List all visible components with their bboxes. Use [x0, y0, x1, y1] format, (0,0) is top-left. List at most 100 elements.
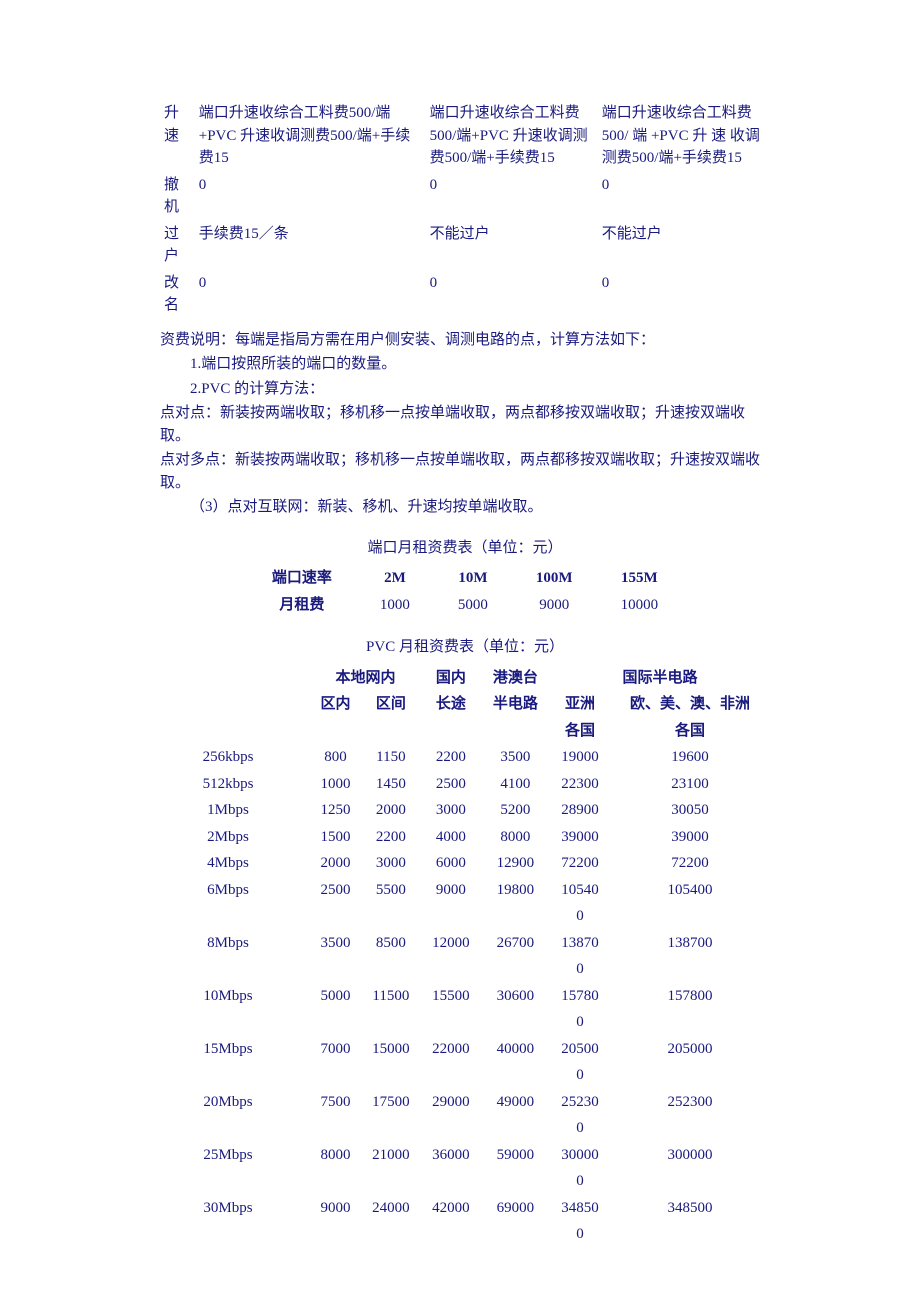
pvc-cell-asia-wrap: 0: [550, 1009, 610, 1036]
pvc-cell: 7000: [310, 1036, 361, 1063]
table-row: 10Mbps500011500155003060015780157800: [160, 983, 770, 1010]
pvc-cell: 22000: [421, 1036, 481, 1063]
port-fee-cell: 1000: [356, 592, 434, 619]
note-line: 资费说明：每端是指局方需在用户侧安装、调测电路的点，计算方法如下：: [160, 329, 770, 352]
pvc-cell: 42000: [421, 1195, 481, 1222]
table-row-wrap: 0: [160, 1062, 770, 1089]
port-fee-cell: 10000: [597, 592, 683, 619]
pvc-cell: 40000: [481, 1036, 550, 1063]
pvc-cell: 800: [310, 744, 361, 771]
pvc-cell: 17500: [361, 1089, 421, 1116]
pvc-cell-other: 252300: [610, 1089, 770, 1116]
pvc-rate-label: 4Mbps: [160, 850, 310, 877]
pvc-cell-asia: 39000: [550, 824, 610, 851]
pvc-header-sub1: 区内 区间 长途 半电路 亚洲 欧、美、澳、非洲: [160, 691, 770, 718]
pvc-cell: 36000: [421, 1142, 481, 1169]
pvc-cell-asia: 13870: [550, 930, 610, 957]
pvc-cell: 1500: [310, 824, 361, 851]
pvc-cell: 6000: [421, 850, 481, 877]
port-rate-col: 155M: [597, 565, 683, 592]
pvc-cell: 2200: [361, 824, 421, 851]
pvc-cell-other: 138700: [610, 930, 770, 957]
port-monthly-fee-table: 端口速率2M10M100M155M 月租费10005000900010000: [248, 565, 682, 618]
pvc-cell-other: 23100: [610, 771, 770, 798]
pvc-col-group-local: 本地网内: [310, 665, 421, 692]
pvc-cell-asia-wrap: 0: [550, 1062, 610, 1089]
table-row: 2Mbps15002200400080003900039000: [160, 824, 770, 851]
pvc-cell-asia: 34850: [550, 1195, 610, 1222]
pvc-cell: 15000: [361, 1036, 421, 1063]
note-line: （3）点对互联网：新装、移机、升速均按单端收取。: [160, 496, 770, 519]
pvc-rate-label: 1Mbps: [160, 797, 310, 824]
pvc-cell: 26700: [481, 930, 550, 957]
table-row: 升速端口升速收综合工料费500/端+PVC 升速收调测费500/端+手续费15端…: [160, 100, 770, 172]
table-row-wrap: 0: [160, 1221, 770, 1248]
pvc-table-title: PVC 月租资费表（单位：元）: [160, 636, 770, 659]
pvc-cell-other: 348500: [610, 1195, 770, 1222]
pvc-header-groups: 本地网内 国内 港澳台 国际半电路: [160, 665, 770, 692]
pvc-col-intl-asia-2: 各国: [550, 718, 610, 745]
pvc-cell: 12900: [481, 850, 550, 877]
pvc-cell: 4100: [481, 771, 550, 798]
pvc-rate-label: 15Mbps: [160, 1036, 310, 1063]
row-label: 过户: [160, 221, 195, 270]
pvc-cell: 12000: [421, 930, 481, 957]
port-rate-col: 10M: [434, 565, 512, 592]
pvc-cell: 9000: [310, 1195, 361, 1222]
row-label: 升速: [160, 100, 195, 172]
pvc-col-intl-other-2: 各国: [610, 718, 770, 745]
row-label: 改名: [160, 270, 195, 319]
pvc-cell: 1450: [361, 771, 421, 798]
pvc-cell-asia: 25230: [550, 1089, 610, 1116]
cell: 不能过户: [426, 221, 598, 270]
pvc-cell: 49000: [481, 1089, 550, 1116]
pvc-cell: 2200: [421, 744, 481, 771]
port-fee-cell: 5000: [434, 592, 512, 619]
pvc-cell: 1150: [361, 744, 421, 771]
table-row-wrap: 0: [160, 1115, 770, 1142]
pvc-col-intl-other: 欧、美、澳、非洲: [610, 691, 770, 718]
pvc-cell-asia: 28900: [550, 797, 610, 824]
pvc-cell: 8000: [310, 1142, 361, 1169]
pvc-cell: 30600: [481, 983, 550, 1010]
port-fee-header: 月租费: [248, 592, 356, 619]
pvc-col-group-intl: 国际半电路: [550, 665, 770, 692]
pvc-cell-other: 205000: [610, 1036, 770, 1063]
pvc-cell: 2000: [361, 797, 421, 824]
pvc-rate-label: 256kbps: [160, 744, 310, 771]
pvc-rate-label: 512kbps: [160, 771, 310, 798]
cell: 端口升速收综合工料费500/端+PVC 升速收调测费500/端+手续费15: [195, 100, 426, 172]
table-row: 改名000: [160, 270, 770, 319]
port-table-title: 端口月租资费表（单位：元）: [160, 537, 770, 560]
cell: 不能过户: [598, 221, 770, 270]
pvc-cell: 24000: [361, 1195, 421, 1222]
fee-notes: 资费说明：每端是指局方需在用户侧安装、调测电路的点，计算方法如下： 1.端口按照…: [160, 329, 770, 519]
table-row: 4Mbps200030006000129007220072200: [160, 850, 770, 877]
pvc-cell: 2500: [310, 877, 361, 904]
cell: 端口升速收综合工料费500/端+PVC 升速收调测费500/端+手续费15: [426, 100, 598, 172]
cell: 0: [195, 270, 426, 319]
operations-fee-table: 升速端口升速收综合工料费500/端+PVC 升速收调测费500/端+手续费15端…: [160, 100, 770, 319]
note-line: 点对多点：新装按两端收取；移机移一点按单端收取，两点都移按双端收取；升速按双端收…: [160, 449, 770, 494]
cell: 0: [598, 172, 770, 221]
pvc-col-local-in: 区内: [310, 691, 361, 718]
note-line: 1.端口按照所装的端口的数量。: [160, 353, 770, 376]
pvc-cell-asia: 30000: [550, 1142, 610, 1169]
pvc-col-hkmo: 半电路: [481, 691, 550, 718]
table-row: 6Mbps2500550090001980010540105400: [160, 877, 770, 904]
pvc-rate-label: 10Mbps: [160, 983, 310, 1010]
pvc-rate-label: 2Mbps: [160, 824, 310, 851]
pvc-cell: 8000: [481, 824, 550, 851]
cell: 手续费15／条: [195, 221, 426, 270]
pvc-col-domestic: 长途: [421, 691, 481, 718]
pvc-cell: 3000: [361, 850, 421, 877]
pvc-cell-asia-wrap: 0: [550, 1221, 610, 1248]
pvc-cell: 3500: [310, 930, 361, 957]
pvc-cell: 59000: [481, 1142, 550, 1169]
pvc-cell-asia: 19000: [550, 744, 610, 771]
pvc-cell: 5500: [361, 877, 421, 904]
pvc-cell-asia: 72200: [550, 850, 610, 877]
pvc-rate-label: 30Mbps: [160, 1195, 310, 1222]
table-row: 8Mbps35008500120002670013870138700: [160, 930, 770, 957]
pvc-cell: 11500: [361, 983, 421, 1010]
